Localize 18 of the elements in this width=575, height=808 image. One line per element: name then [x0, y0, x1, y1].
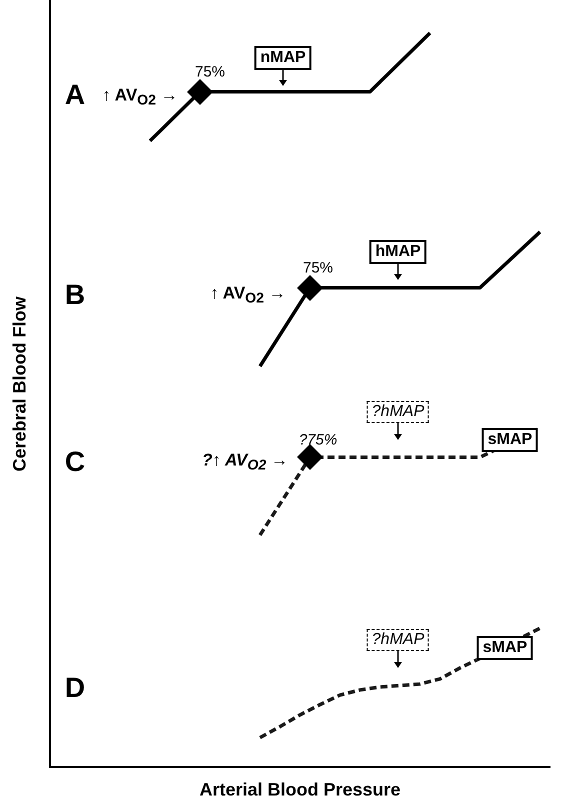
- annotation: sMAP: [476, 636, 534, 660]
- annotation: nMAP: [254, 46, 312, 70]
- annotation: A: [64, 78, 86, 111]
- annotation: sMAP: [482, 428, 538, 452]
- annotation: ↑ AV$_{O2}$ →: [210, 283, 286, 307]
- x-axis-title: Arterial Blood Pressure: [199, 780, 401, 800]
- annotation: C: [64, 446, 86, 478]
- annotation: ?hMAP: [366, 400, 430, 423]
- annotation: ?75%: [298, 431, 338, 448]
- y-axis-title: Cerebral Blood Flow: [10, 296, 30, 472]
- annotation: ↑ AV$_{O2}$ →: [102, 85, 178, 109]
- annotation: B: [64, 279, 86, 312]
- annotation: hMAP: [369, 240, 427, 264]
- annotation: 75%: [194, 63, 226, 80]
- annotation: ?hMAP: [366, 629, 430, 652]
- annotation: ?↑ AV$_{O2}$ →: [202, 450, 288, 474]
- annotation: 75%: [302, 259, 334, 276]
- annotation: D: [64, 672, 86, 704]
